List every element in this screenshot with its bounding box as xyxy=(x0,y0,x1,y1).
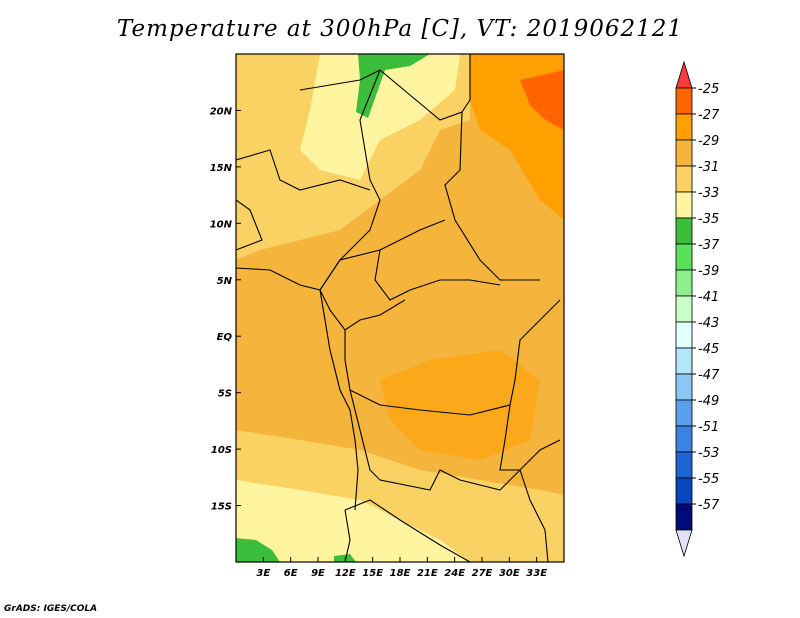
lon-tick-label: 18E xyxy=(390,568,411,579)
lat-axis: 20N 15N 10N 5N EQ 5S 10S 15S xyxy=(210,106,241,513)
lon-tick-label: 24E xyxy=(444,568,465,579)
lon-tick-label: 3E xyxy=(256,568,270,579)
colorbar-label: -39 xyxy=(698,264,719,279)
colorbar-segment xyxy=(675,529,693,558)
lat-tick-label: 20N xyxy=(210,106,233,117)
colorbar-segment xyxy=(675,503,693,531)
colorbar-segment xyxy=(675,373,693,401)
colorbar-segment xyxy=(675,399,693,427)
field-south-pale xyxy=(236,480,470,562)
colorbar-label: -45 xyxy=(698,342,719,357)
colorbar-segment xyxy=(675,217,693,245)
colorbar-label: -35 xyxy=(698,212,719,227)
lon-tick-label: 30E xyxy=(499,568,520,579)
field-green-north xyxy=(356,54,430,118)
lat-tick-label: 15N xyxy=(210,163,233,174)
colorbar-label: -57 xyxy=(698,498,720,513)
colorbar-label: -55 xyxy=(698,472,719,487)
colorbar-label: -43 xyxy=(698,316,719,331)
field-central-dark xyxy=(380,350,540,460)
lon-tick-label: 9E xyxy=(311,568,325,579)
lat-tick-label: 5N xyxy=(217,276,233,287)
colorbar-label: -41 xyxy=(698,290,719,305)
lat-tick-label: 15S xyxy=(211,502,232,513)
colorbar-segment xyxy=(675,425,693,453)
colorbar-segment xyxy=(675,347,693,375)
colorbar-segment xyxy=(675,269,693,297)
colorbar-label: -47 xyxy=(698,368,720,383)
colorbar-segment xyxy=(675,191,693,219)
colorbar: -25 -27 -29 -31 -33 -35 -37 -39 -41 -43 -45 -47 -49 -… xyxy=(675,60,720,558)
colorbar-segment xyxy=(675,477,693,505)
colorbar-segment xyxy=(675,60,693,89)
footer-credit: GrADS: IGES/COLA xyxy=(4,604,98,614)
country-borders xyxy=(236,54,561,562)
lon-tick-label: 33E xyxy=(526,568,547,579)
colorbar-label: -25 xyxy=(698,82,719,97)
lon-tick-label: 27E xyxy=(472,568,493,579)
lat-tick-label: 5S xyxy=(218,389,232,400)
colorbar-segment xyxy=(675,295,693,323)
colorbar-label: -37 xyxy=(698,238,720,253)
colorbar-segment xyxy=(675,165,693,193)
colorbar-label: -31 xyxy=(698,160,719,175)
lon-tick-label: 21E xyxy=(417,568,438,579)
lon-axis: 3E 6E 9E 12E 15E 18E 21E 24E 27E 30E 33E xyxy=(256,557,547,579)
lat-tick-label: 10N xyxy=(210,219,233,230)
map-title: Temperature at 300hPa [C], VT: 201906212… xyxy=(116,16,684,42)
colorbar-label: -29 xyxy=(698,134,719,149)
colorbar-label: -33 xyxy=(698,186,719,201)
temperature-field xyxy=(236,54,564,562)
field-ne-hot xyxy=(520,70,564,130)
colorbar-label: -27 xyxy=(698,108,720,123)
colorbar-segment xyxy=(675,451,693,479)
lon-tick-label: 15E xyxy=(362,568,383,579)
colorbar-label: -53 xyxy=(698,446,719,461)
field-pale-north xyxy=(300,54,460,180)
lon-tick-label: 6E xyxy=(284,568,298,579)
colorbar-segment xyxy=(675,87,693,115)
colorbar-segment xyxy=(675,113,693,141)
lat-tick-label: EQ xyxy=(217,332,233,343)
colorbar-segment xyxy=(675,321,693,349)
field-green-sw xyxy=(236,538,280,562)
lat-tick-label: 10S xyxy=(211,445,232,456)
colorbar-label: -51 xyxy=(698,420,719,435)
colorbar-segment xyxy=(675,139,693,167)
colorbar-segment xyxy=(675,243,693,271)
lon-tick-label: 12E xyxy=(335,568,356,579)
colorbar-label: -49 xyxy=(698,394,719,409)
